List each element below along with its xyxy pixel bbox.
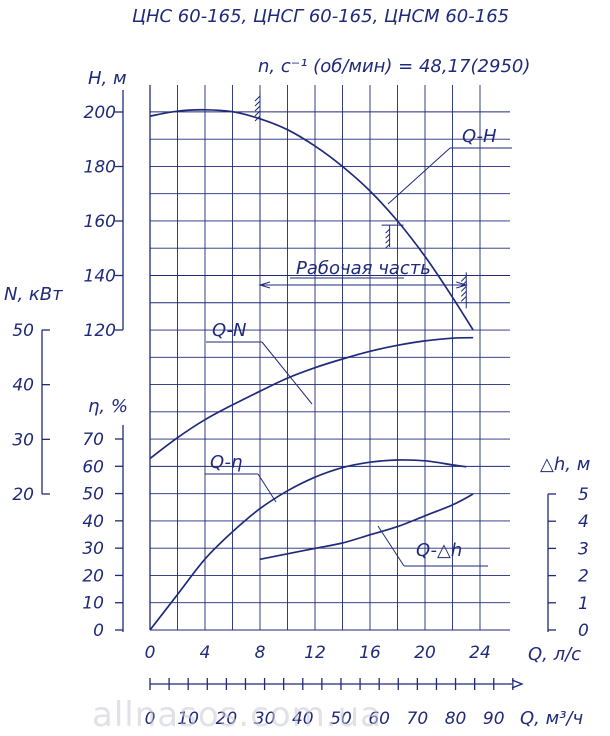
y-axis-label-eta: η, % [88, 396, 128, 417]
tick-label-N: 40 [12, 376, 34, 396]
tick-labels: 1201401601802002030405001020304050607001… [12, 103, 588, 729]
tick-label-q-m3h: 60 [368, 709, 390, 729]
tick-label-H: 120 [84, 321, 116, 341]
tick-label-eta: 30 [82, 539, 104, 559]
working-range-right-hatch [460, 291, 467, 297]
tick-label-eta: 50 [82, 485, 104, 505]
tick-label-q-m3h: 30 [254, 709, 276, 729]
tick-label-q-m3h: 10 [177, 709, 199, 729]
working-range-label: Рабочая часть [296, 258, 431, 279]
tick-label-q-m3h: 90 [483, 709, 505, 729]
tick-label-eta: 20 [82, 566, 104, 586]
tick-label-N: 50 [12, 321, 34, 341]
qh-reference-marker-hatch [385, 243, 390, 249]
tick-label-dh: 5 [578, 485, 589, 505]
tick-label-q-ls: 12 [304, 643, 326, 663]
tick-label-H: 140 [84, 267, 116, 287]
curve-q-n [149, 336, 474, 460]
working-range-left-hatch [254, 115, 261, 122]
tick-label-q-m3h: 20 [216, 709, 238, 729]
tick-label-q-m3h: 40 [292, 709, 314, 729]
y-axis-label-dh: △h, м [540, 454, 590, 475]
grid [149, 85, 510, 631]
working-range-right-hatch [460, 276, 467, 282]
leader-q-n [261, 341, 313, 405]
curve-q-h [149, 108, 474, 331]
tick-label-dh: 2 [578, 567, 589, 587]
curve-label-q-h: Q-H [462, 126, 497, 147]
curve-q-eta [149, 459, 467, 631]
leader-q-eta [257, 473, 277, 503]
curve-q-dh [259, 493, 474, 561]
annotations [205, 92, 512, 567]
working-range-arrow-right [456, 281, 468, 289]
qh-reference-marker-hatch [385, 238, 390, 244]
leader-q-h [387, 147, 451, 205]
leader-q-dh [377, 525, 405, 567]
qh-reference-marker-hatch [385, 233, 390, 239]
tick-label-eta: 40 [82, 512, 104, 532]
working-range-right-hatch [460, 286, 467, 292]
tick-label-H: 200 [84, 103, 116, 123]
tick-label-q-m3h: 50 [330, 709, 352, 729]
tick-label-q-ls: 0 [145, 643, 156, 663]
working-range-left-hatch [254, 110, 261, 117]
tick-label-N: 20 [12, 485, 34, 505]
qh-reference-marker-hatch [385, 228, 390, 234]
tick-label-q-m3h: 70 [407, 709, 429, 729]
tick-label-eta: 10 [82, 594, 104, 614]
tick-label-H: 180 [84, 158, 116, 178]
chart-subtitle: n, с⁻¹ (об/мин) = 48,17(2950) [258, 56, 530, 77]
series-curves [149, 108, 474, 631]
tick-label-dh: 3 [578, 539, 589, 559]
watermark-text: allnasos.com.ua [92, 695, 382, 735]
working-range-arrow-left [258, 281, 271, 289]
y-axis-label-n: N, кВт [4, 284, 63, 305]
tick-label-dh: 1 [578, 594, 589, 614]
working-range-left-hatch [254, 95, 261, 102]
tick-label-N: 30 [12, 430, 34, 450]
chart-title: ЦНС 60-165, ЦНСГ 60-165, ЦНСМ 60-165 [132, 6, 509, 27]
x-axis-label-ls: Q, л/с [528, 644, 581, 665]
working-range-left-hatch [254, 100, 261, 107]
tick-label-H: 160 [84, 212, 116, 232]
curve-label-q-eta: Q-η [210, 452, 242, 473]
tick-label-eta: 70 [82, 430, 104, 450]
working-range-left-hatch [254, 105, 261, 112]
tick-label-eta: 60 [82, 457, 104, 477]
curve-label-q-n: Q-N [212, 320, 246, 341]
tick-label-eta: 0 [93, 621, 104, 641]
tick-label-q-ls: 4 [200, 643, 211, 663]
working-range-right-hatch [460, 296, 467, 302]
tick-label-q-m3h: 80 [445, 709, 467, 729]
x2-axis-arrow [511, 679, 524, 689]
x2-axis-label-m3h: Q, м³/ч [520, 708, 583, 729]
tick-label-q-ls: 24 [469, 643, 491, 663]
tick-label-dh: 0 [578, 621, 589, 641]
tick-label-q-ls: 20 [414, 643, 436, 663]
axes [41, 90, 556, 690]
curve-label-q-dh: Q-△h [416, 540, 462, 561]
tick-label-q-ls: 16 [359, 643, 381, 663]
tick-label-q-m3h: 0 [145, 709, 156, 729]
tick-label-q-ls: 8 [255, 643, 266, 663]
y-axis-label-h: H, м [88, 68, 127, 89]
tick-label-dh: 4 [578, 512, 589, 532]
